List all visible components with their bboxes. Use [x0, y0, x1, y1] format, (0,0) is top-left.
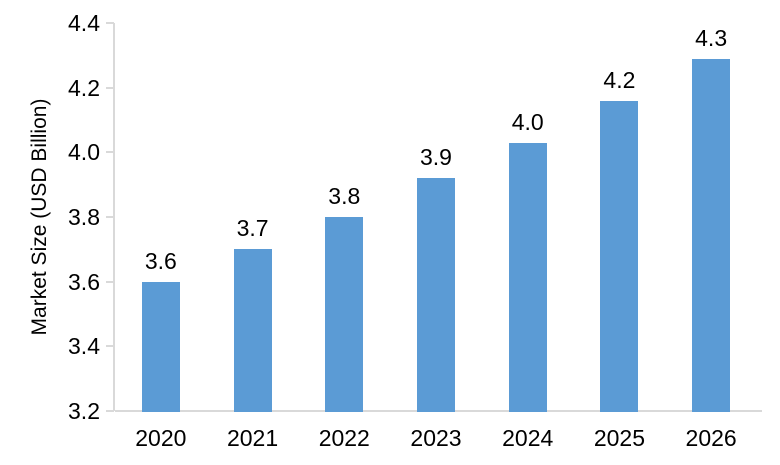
- bar-value-label: 3.8: [328, 183, 361, 209]
- y-tick-label: 4.0: [68, 139, 100, 166]
- y-tick-label: 4.4: [68, 10, 100, 36]
- y-tick-mark: [106, 345, 114, 348]
- y-tick-mark: [106, 86, 114, 89]
- y-tick-label: 3.4: [68, 333, 100, 360]
- bar-value-label: 4.3: [695, 24, 728, 51]
- bar-2021: [233, 249, 272, 412]
- y-tick-label: 3.2: [68, 398, 100, 424]
- y-axis-line: [113, 23, 115, 411]
- bar-2024: [508, 142, 547, 412]
- y-tick-mark: [106, 151, 114, 154]
- y-tick-mark: [106, 410, 114, 412]
- y-tick-label: 3.8: [68, 204, 100, 230]
- x-tick-label-2025: 2025: [593, 425, 645, 451]
- y-tick-label: 3.6: [68, 268, 100, 295]
- x-tick-label-2021: 2021: [226, 425, 279, 451]
- x-tick-label-2023: 2023: [410, 425, 462, 451]
- bar-value-label: 3.6: [144, 247, 177, 274]
- bar-2020: [141, 281, 180, 412]
- x-tick-label-2026: 2026: [685, 425, 737, 451]
- x-tick-label-2022: 2022: [318, 425, 370, 451]
- x-tick-label-2020: 2020: [135, 425, 187, 451]
- x-tick-label-2024: 2024: [502, 425, 554, 451]
- bar-2026: [692, 58, 731, 412]
- bar-2025: [600, 100, 639, 412]
- bar-value-label: 4.2: [603, 66, 636, 93]
- y-tick-mark: [106, 22, 114, 24]
- bar-2023: [417, 178, 455, 412]
- y-tick-mark: [106, 280, 114, 283]
- bar-2022: [325, 217, 364, 412]
- y-tick-label: 4.2: [68, 74, 100, 101]
- y-tick-mark: [106, 216, 114, 218]
- bar-value-label: 3.9: [420, 144, 452, 171]
- bar-value-label: 4.0: [511, 108, 544, 135]
- bar-value-label: 3.7: [236, 215, 269, 242]
